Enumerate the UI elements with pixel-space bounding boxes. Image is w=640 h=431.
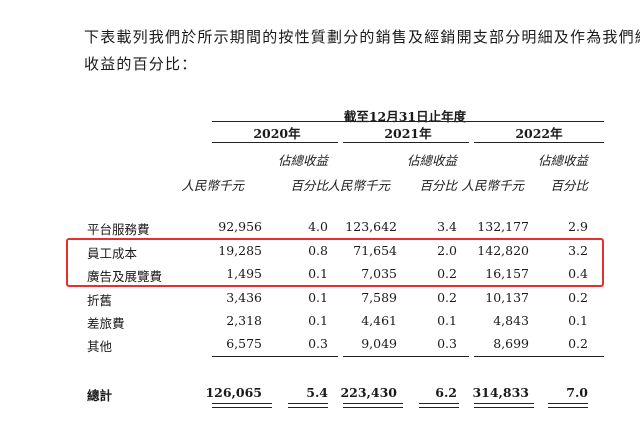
- cell-2021-rmb: 9,049: [361, 336, 397, 351]
- total-double-rule: [474, 403, 534, 408]
- cell-2021-rmb: 71,654: [353, 243, 397, 258]
- cell-2022-pct: 3.2: [568, 243, 588, 258]
- total-2020-pct: 5.4: [306, 385, 328, 400]
- subtotal-rule-2021: [343, 356, 469, 357]
- cell-2022-pct: 0.2: [568, 290, 588, 305]
- col-rmb-2022: 人民幣千元: [461, 178, 524, 193]
- col-pct-2021-line2: 百分比: [419, 178, 457, 193]
- row-label: 其他: [87, 339, 113, 354]
- col-pct-2022-line2: 百分比: [550, 178, 588, 193]
- total-2021-rmb: 223,430: [340, 385, 397, 400]
- cell-2020-rmb: 2,318: [226, 313, 262, 328]
- intro-line-2: 收益的百分比：: [84, 55, 198, 73]
- subtotal-rule-2022: [474, 356, 604, 357]
- year-header-2020: 2020年: [253, 126, 301, 141]
- total-double-rule: [548, 403, 588, 408]
- cell-2022-rmb: 16,157: [485, 266, 529, 281]
- cell-2022-rmb: 4,843: [493, 313, 529, 328]
- period-header: 截至12月31日止年度: [343, 109, 467, 124]
- cell-2020-pct: 0.1: [308, 290, 328, 305]
- cell-2022-rmb: 142,820: [477, 243, 529, 258]
- cell-2020-pct: 0.3: [308, 336, 328, 351]
- cell-2020-pct: 0.8: [308, 243, 328, 258]
- highlight-box: [66, 238, 604, 287]
- cell-2022-rmb: 8,699: [493, 336, 529, 351]
- row-label: 員工成本: [87, 246, 138, 261]
- cell-2022-pct: 0.1: [568, 313, 588, 328]
- year-underline-2021: [343, 142, 469, 143]
- total-2022-pct: 7.0: [566, 385, 588, 400]
- cell-2021-pct: 0.2: [437, 266, 457, 281]
- col-pct-2020-line1: 佔總收益: [277, 153, 328, 168]
- cell-2021-pct: 0.2: [437, 290, 457, 305]
- cell-2020-rmb: 6,575: [226, 336, 262, 351]
- col-pct-2020-line2: 百分比: [290, 178, 328, 193]
- period-underline: [212, 121, 604, 122]
- total-double-rule: [343, 403, 403, 408]
- cell-2020-pct: 0.1: [308, 266, 328, 281]
- total-2020-rmb: 126,065: [205, 385, 262, 400]
- cell-2021-rmb: 7,035: [361, 266, 397, 281]
- col-rmb-2020: 人民幣千元: [181, 178, 244, 193]
- total-2022-rmb: 314,833: [472, 385, 529, 400]
- total-double-rule: [288, 403, 328, 408]
- cell-2021-rmb: 7,589: [361, 290, 397, 305]
- cell-2021-pct: 0.1: [437, 313, 457, 328]
- cell-2020-rmb: 92,956: [218, 219, 262, 234]
- col-pct-2021-line1: 佔總收益: [406, 153, 457, 168]
- year-header-2021: 2021年: [384, 126, 432, 141]
- cell-2020-pct: 4.0: [308, 219, 328, 234]
- total-label: 總計: [87, 388, 113, 403]
- col-rmb-2021: 人民幣千元: [327, 178, 390, 193]
- row-label: 差旅費: [87, 316, 125, 331]
- cell-2021-pct: 3.4: [437, 219, 457, 234]
- intro-line-1: 下表載列我們於所示期間的按性質劃分的銷售及經銷開支部分明細及作為我們總: [84, 28, 640, 46]
- cell-2020-pct: 0.1: [308, 313, 328, 328]
- year-underline-2020: [212, 142, 338, 143]
- year-header-2022: 2022年: [515, 126, 563, 141]
- row-label: 平台服務費: [87, 222, 150, 237]
- cell-2022-pct: 0.2: [568, 336, 588, 351]
- total-double-rule: [212, 403, 272, 408]
- cell-2022-rmb: 132,177: [477, 219, 529, 234]
- cell-2021-rmb: 4,461: [361, 313, 397, 328]
- year-underline-2022: [474, 142, 604, 143]
- cell-2020-rmb: 19,285: [218, 243, 262, 258]
- cell-2021-pct: 0.3: [437, 336, 457, 351]
- col-pct-2022-line1: 佔總收益: [537, 153, 588, 168]
- cell-2022-rmb: 10,137: [485, 290, 529, 305]
- row-label: 折舊: [87, 293, 113, 308]
- cell-2021-rmb: 123,642: [345, 219, 397, 234]
- intro-paragraph: 下表載列我們於所示期間的按性質劃分的銷售及經銷開支部分明細及作為我們總 收益的百…: [84, 24, 640, 78]
- subtotal-rule-2020: [212, 356, 338, 357]
- total-2021-pct: 6.2: [435, 385, 457, 400]
- cell-2020-rmb: 3,436: [226, 290, 262, 305]
- total-double-rule: [419, 403, 459, 408]
- cell-2022-pct: 2.9: [568, 219, 588, 234]
- cell-2020-rmb: 1,495: [226, 266, 262, 281]
- cell-2021-pct: 2.0: [437, 243, 457, 258]
- row-label: 廣告及展覽費: [87, 269, 163, 284]
- cell-2022-pct: 0.4: [568, 266, 588, 281]
